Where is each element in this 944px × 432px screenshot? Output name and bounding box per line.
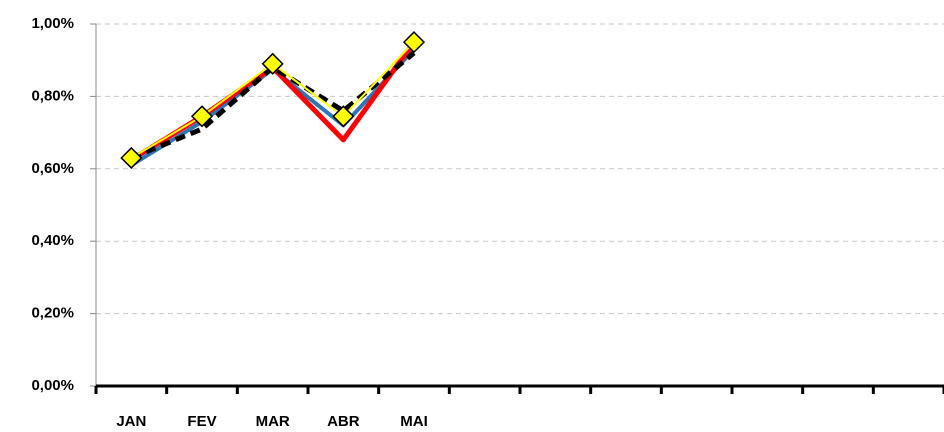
marker <box>332 105 355 128</box>
x-tick-label: MAR <box>256 413 290 430</box>
y-tick-label: 0,40% <box>31 232 74 249</box>
x-tick-label: FEV <box>187 413 216 430</box>
x-tick-label: JAN <box>116 413 146 430</box>
marker <box>402 31 426 54</box>
y-tick-label: 0,00% <box>31 377 74 394</box>
marker <box>190 105 214 128</box>
y-tick-label: 0,20% <box>31 305 74 322</box>
y-tick-label: 1,00% <box>31 15 74 32</box>
y-tick-label: 0,80% <box>31 87 74 104</box>
marker <box>261 52 284 75</box>
y-tick-label: 0,60% <box>31 160 74 177</box>
marker <box>120 146 143 170</box>
x-tick-label: ABR <box>327 413 360 430</box>
series-line <box>130 51 416 161</box>
x-tick-label: MAI <box>400 413 428 430</box>
